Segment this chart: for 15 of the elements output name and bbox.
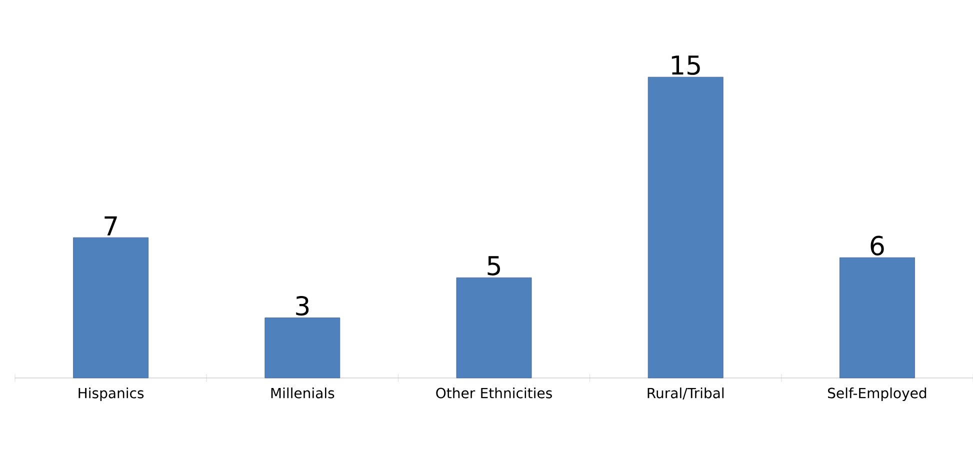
bar <box>840 257 915 378</box>
data-label: 5 <box>488 256 500 276</box>
bar <box>264 318 340 378</box>
data-label: 6 <box>870 236 884 256</box>
data-label: 15 <box>672 56 700 75</box>
x-tick-label: Hispanics <box>78 388 144 402</box>
x-tick-label: Millenials <box>271 388 334 398</box>
x-tick-label: Other Ethnicities <box>436 388 552 398</box>
bar <box>648 76 724 378</box>
x-tick-label: Self-Employed <box>828 388 926 402</box>
data-label: 7 <box>104 216 117 236</box>
data-label: 3 <box>296 296 309 316</box>
bar <box>456 277 532 378</box>
bar <box>73 237 149 378</box>
x-tick-label: Rural/Tribal <box>648 388 724 400</box>
